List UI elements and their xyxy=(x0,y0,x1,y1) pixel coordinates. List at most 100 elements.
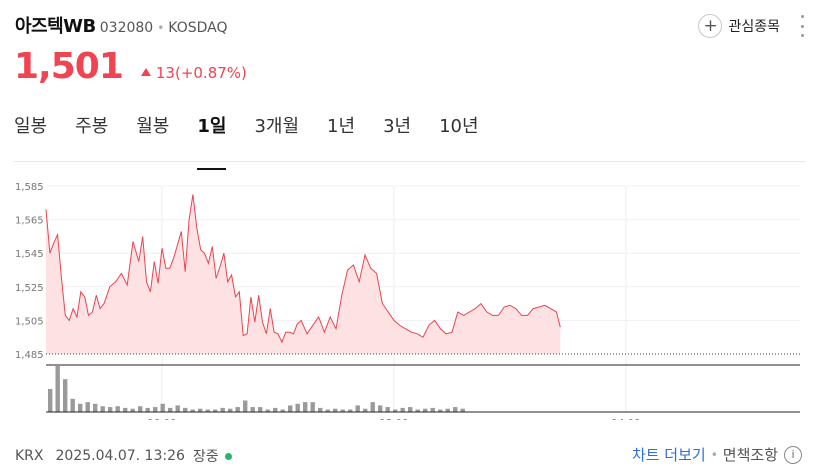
volume-bar-27 xyxy=(250,407,255,412)
volume-bar-1 xyxy=(55,366,60,412)
volume-bar-47 xyxy=(400,407,405,412)
volume-bar-7 xyxy=(100,406,105,412)
quote-row: 1,501 13(+0.87%) xyxy=(14,46,247,87)
stock-name: 아즈텍WB xyxy=(15,16,96,37)
change-value: 13(+0.87%) xyxy=(155,64,247,82)
tab-3[interactable]: 1일 xyxy=(197,112,227,170)
x-tick-label-0: 10:00 xyxy=(148,418,177,420)
volume-bar-39 xyxy=(340,409,345,412)
watchlist-label: 관심종목 xyxy=(728,19,780,35)
x-tick-label-2: 14:00 xyxy=(612,418,641,420)
volume-bar-50 xyxy=(423,408,428,412)
volume-bar-40 xyxy=(348,409,353,412)
volume-bar-54 xyxy=(453,407,458,412)
volume-bar-0 xyxy=(48,389,53,412)
volume-bar-25 xyxy=(235,407,240,412)
footer-info: KRX 2025.04.07. 13:26 장중 xyxy=(15,446,232,466)
volume-bar-8 xyxy=(108,407,113,412)
current-price: 1,501 xyxy=(14,46,124,87)
volume-bar-33 xyxy=(295,403,300,412)
x-tick-label-1: 12:00 xyxy=(380,418,409,420)
volume-bar-37 xyxy=(325,409,330,412)
volume-bar-19 xyxy=(190,409,195,412)
volume-bar-32 xyxy=(288,405,293,412)
volume-bar-23 xyxy=(220,407,225,412)
volume-bar-16 xyxy=(168,407,173,412)
period-tabs: 일봉 주봉 월봉 1일 3개월 1년 3년 10년 xyxy=(14,112,507,170)
volume-bar-17 xyxy=(175,405,180,412)
volume-bar-45 xyxy=(385,407,390,412)
volume-bar-29 xyxy=(265,409,270,412)
kebab-menu-icon[interactable] xyxy=(799,15,805,37)
footer-links: 차트 더보기 • 면책조항 i xyxy=(632,444,802,465)
volume-bar-3 xyxy=(70,398,75,412)
volume-bar-42 xyxy=(363,408,368,412)
volume-bar-4 xyxy=(78,403,83,412)
tab-0[interactable]: 일봉 xyxy=(14,116,48,137)
volume-bar-30 xyxy=(273,407,278,412)
volume-bar-34 xyxy=(303,402,308,412)
tab-2[interactable]: 월봉 xyxy=(136,116,170,137)
price-line xyxy=(45,194,561,344)
volume-bar-15 xyxy=(160,403,165,412)
market-name: KOSDAQ xyxy=(168,20,228,36)
volume-bar-51 xyxy=(430,407,435,412)
volume-bar-18 xyxy=(183,407,188,412)
volume-bar-21 xyxy=(205,409,210,412)
volume-bar-53 xyxy=(445,408,450,412)
volume-bar-38 xyxy=(333,408,338,412)
volume-bar-41 xyxy=(355,405,360,412)
separator-dot: • xyxy=(710,447,718,462)
volume-bar-28 xyxy=(258,407,263,412)
tab-divider xyxy=(14,161,806,162)
volume-bar-46 xyxy=(393,409,398,412)
volume-bar-49 xyxy=(415,409,420,412)
plus-circle-icon: + xyxy=(698,14,723,38)
y-tick-label-2: 1,545 xyxy=(15,249,44,260)
tab-1[interactable]: 주봉 xyxy=(75,116,109,137)
tab-5[interactable]: 1년 xyxy=(327,116,356,137)
volume-bar-20 xyxy=(198,408,203,412)
price-change: 13(+0.87%) xyxy=(140,64,247,82)
volume-bar-5 xyxy=(85,402,90,412)
y-tick-label-1: 1,565 xyxy=(15,216,44,227)
exchange-label: KRX xyxy=(15,448,44,464)
up-triangle-icon xyxy=(140,68,151,76)
volume-bar-52 xyxy=(438,409,443,412)
separator-dot: • xyxy=(157,21,165,35)
add-watchlist-button[interactable]: + 관심종목 xyxy=(698,14,780,38)
price-area xyxy=(46,194,561,354)
volume-bar-24 xyxy=(228,408,233,412)
y-tick-label-5: 1,485 xyxy=(15,350,44,361)
volume-bar-35 xyxy=(310,402,315,412)
volume-bar-14 xyxy=(153,407,158,412)
volume-bar-36 xyxy=(318,407,323,412)
volume-bar-26 xyxy=(243,400,248,412)
status-dot-icon xyxy=(224,452,232,460)
more-chart-link[interactable]: 차트 더보기 xyxy=(631,446,706,464)
volume-bar-48 xyxy=(408,407,413,412)
volume-bar-44 xyxy=(378,405,383,412)
volume-bar-6 xyxy=(93,403,98,412)
tab-7[interactable]: 10년 xyxy=(439,116,479,137)
volume-bar-10 xyxy=(123,407,128,412)
volume-bar-9 xyxy=(115,406,120,412)
info-icon[interactable]: i xyxy=(784,445,802,464)
volume-bar-2 xyxy=(63,379,68,412)
stock-header: 아즈텍WB 032080 • KOSDAQ xyxy=(15,12,228,42)
intraday-chart: 1,585 1,565 1,545 1,525 1,505 1,485 10:00 12:00… xyxy=(15,182,800,420)
y-tick-label-0: 1,585 xyxy=(15,182,44,193)
y-tick-label-4: 1,505 xyxy=(15,316,44,327)
volume-bar-55 xyxy=(460,408,465,412)
volume-bar-12 xyxy=(138,406,143,412)
disclaimer-link[interactable]: 면책조항 xyxy=(722,446,778,464)
market-status: 장중 xyxy=(192,449,219,465)
volume-bar-22 xyxy=(213,409,218,412)
volume-bar-11 xyxy=(130,408,135,412)
tab-4[interactable]: 3개월 xyxy=(254,116,300,137)
volume-bar-31 xyxy=(280,409,285,412)
volume-bar-43 xyxy=(370,402,375,412)
tab-6[interactable]: 3년 xyxy=(383,116,412,137)
datetime-label: 2025.04.07. 13:26 xyxy=(55,448,185,464)
stock-code: 032080 xyxy=(99,20,154,36)
